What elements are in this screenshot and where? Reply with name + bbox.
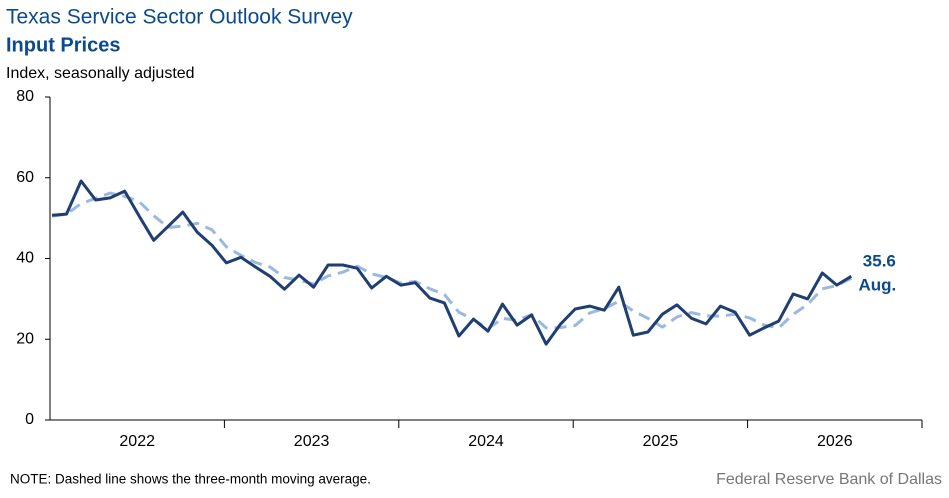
chart-title: Texas Service Sector Outlook Survey — [6, 6, 353, 29]
source: Federal Reserve Bank of Dallas — [716, 471, 942, 488]
y-tick-label: 0 — [25, 411, 34, 428]
data-line — [51, 191, 852, 331]
chart-subtitle: Input Prices — [6, 34, 120, 56]
data-line — [51, 179, 853, 346]
x-tick-label: 2022 — [119, 433, 155, 450]
value-label: 35.6 — [863, 252, 896, 271]
y-tick-label: 20 — [16, 330, 34, 347]
y-axis-label: Index, seasonally adjusted — [6, 65, 195, 82]
x-tick-label: 2026 — [817, 433, 853, 450]
y-tick-label: 60 — [16, 169, 34, 186]
x-tick-label: 2025 — [643, 433, 679, 450]
note: NOTE: Dashed line shows the three-month … — [10, 472, 371, 487]
y-tick-label: 40 — [16, 250, 34, 267]
x-tick-label: 2024 — [468, 433, 504, 450]
x-tick-label: 2023 — [294, 433, 330, 450]
end-label: Aug. — [858, 276, 896, 295]
y-tick-label: 80 — [16, 88, 34, 105]
